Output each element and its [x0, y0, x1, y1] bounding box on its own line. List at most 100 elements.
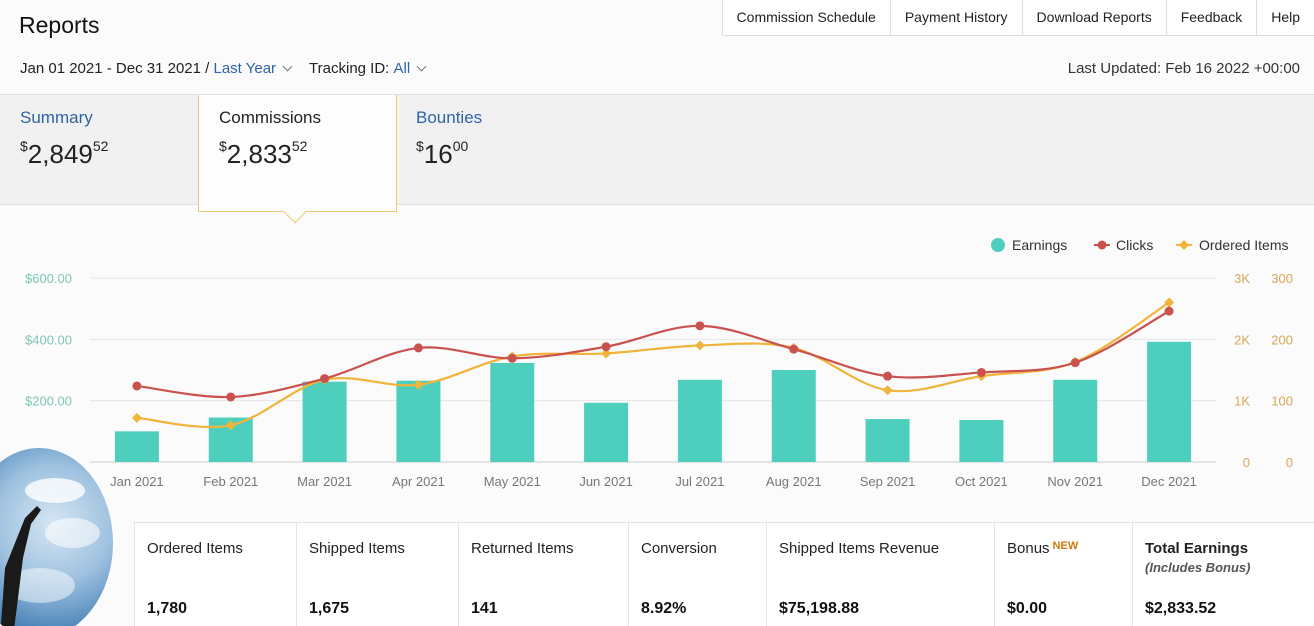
x-tick-label: Jul 2021: [675, 474, 724, 489]
page-title: Reports: [19, 12, 100, 38]
earnings-bar: [302, 381, 347, 462]
clicks-point: [1070, 358, 1080, 368]
stat-label: Ordered Items: [147, 540, 243, 557]
tab-summary[interactable]: Summary $2,84952: [0, 95, 198, 206]
stat-value: 1,675: [309, 600, 350, 617]
stat-value: 1,780: [147, 600, 188, 617]
clicks-point: [883, 371, 893, 381]
clicks-point: [789, 344, 799, 354]
x-tick-label: Mar 2021: [297, 474, 352, 489]
stat-value: 8.92%: [641, 600, 687, 617]
y-right2-tick-label: 0: [1286, 455, 1293, 470]
x-tick-label: Feb 2021: [203, 474, 258, 489]
y-right1-tick-label: 0: [1243, 455, 1250, 470]
tab-amount: $2,84952: [20, 138, 109, 169]
ordered-items-point: [882, 385, 893, 396]
legend-clicks-marker: [1097, 240, 1107, 250]
legend-earnings-marker: [991, 238, 1005, 252]
legend-earnings-label: Earnings: [1012, 237, 1067, 253]
nav-commission-schedule[interactable]: Commission Schedule: [721, 0, 890, 36]
x-tick-label: May 2021: [484, 474, 541, 489]
stat-label: Total Earnings: [1145, 540, 1249, 557]
earnings-bar: [584, 402, 629, 462]
clicks-point: [695, 321, 705, 331]
tab-label: Commissions: [219, 108, 322, 127]
stat-total-earnings: Total Earnings (Includes Bonus) $2,833.5…: [1132, 523, 1314, 626]
tab-commissions[interactable]: Commissions $2,83352: [198, 95, 397, 212]
clicks-point: [226, 392, 236, 402]
stat-conversion: Conversion 8.92%: [628, 523, 766, 626]
tab-label: Bounties: [416, 108, 483, 127]
tab-label: Summary: [20, 108, 93, 127]
stat-label: Returned Items: [471, 540, 574, 557]
y-right2-tick-label: 300: [1271, 271, 1293, 286]
date-range-text: Jan 01 2021 - Dec 31 2021 /: [20, 60, 210, 77]
clicks-point: [507, 353, 517, 363]
period-dropdown[interactable]: Last Year: [213, 60, 277, 77]
nav-feedback[interactable]: Feedback: [1165, 0, 1256, 36]
stat-bonus: Bonus NEW $0.00: [994, 523, 1132, 626]
clicks-point: [413, 343, 423, 353]
filter-row: Jan 01 2021 - Dec 31 2021 / Last Year Tr…: [20, 60, 427, 77]
y-left-tick-label: $400.00: [25, 332, 72, 347]
legend-ordered-marker: [1179, 240, 1189, 250]
summary-tabs: Summary $2,84952 Commissions $2,83352 Bo…: [0, 94, 1314, 212]
earnings-bar: [396, 380, 441, 462]
ordered-items-point: [225, 420, 236, 431]
y-left-tick-label: $200.00: [25, 394, 72, 409]
earnings-bar: [959, 419, 1004, 462]
stats-row: Ordered Items 1,780 Shipped Items 1,675 …: [134, 522, 1314, 626]
stat-sub: (Includes Bonus): [1145, 560, 1251, 575]
y-left-tick-label: $600.00: [25, 271, 72, 286]
ordered-items-point: [413, 379, 424, 390]
earnings-bar: [114, 431, 159, 462]
clicks-point: [976, 367, 986, 377]
chevron-down-icon[interactable]: [416, 61, 427, 72]
x-tick-label: Apr 2021: [392, 474, 445, 489]
earnings-bar: [490, 362, 535, 462]
legend-ordered-label: Ordered Items: [1199, 237, 1288, 253]
new-badge: NEW: [1052, 540, 1079, 552]
clicks-point: [1164, 306, 1174, 316]
stat-value: $2,833.52: [1145, 600, 1217, 617]
ordered-items-point: [1164, 297, 1175, 308]
ordered-items-point: [694, 340, 705, 351]
clicks-point: [601, 342, 611, 352]
y-right2-tick-label: 200: [1271, 332, 1293, 347]
nav-payment-history[interactable]: Payment History: [889, 0, 1022, 36]
stat-label: Bonus NEW: [1007, 540, 1079, 557]
x-tick-label: Oct 2021: [955, 474, 1008, 489]
stat-shipped-revenue: Shipped Items Revenue $75,198.88: [766, 523, 994, 626]
earnings-bar: [1147, 341, 1192, 462]
earnings-bar: [865, 419, 910, 462]
tracking-id-dropdown[interactable]: All: [393, 60, 411, 77]
ordered-items-point: [601, 348, 612, 359]
nav-help[interactable]: Help: [1256, 0, 1314, 36]
chart-svg: $600.003K300$400.002K200$200.001K100000J…: [25, 237, 1293, 489]
ordered-items-line: [136, 301, 1170, 429]
ordered-items-point: [131, 412, 142, 423]
stat-value: $75,198.88: [779, 600, 860, 617]
last-updated: Last Updated: Feb 16 2022 +00:00: [1067, 60, 1300, 77]
stat-label: Shipped Items Revenue: [779, 540, 940, 557]
chevron-down-icon[interactable]: [282, 61, 293, 72]
clicks-point: [132, 381, 142, 391]
stat-returned-items: Returned Items 141: [458, 523, 628, 626]
top-nav: Commission Schedule Payment History Down…: [721, 0, 1314, 36]
earnings-bar: [771, 370, 816, 462]
stat-value: 141: [471, 600, 498, 617]
tab-bounties[interactable]: Bounties $1600: [396, 95, 596, 206]
stat-label: Shipped Items: [309, 540, 405, 557]
stat-value: $0.00: [1007, 600, 1048, 617]
stat-ordered-items: Ordered Items 1,780: [134, 523, 296, 626]
earnings-bar: [677, 379, 722, 462]
tab-amount: $1600: [416, 138, 469, 169]
y-right2-tick-label: 100: [1271, 394, 1293, 409]
y-right1-tick-label: 2K: [1234, 332, 1250, 347]
x-tick-label: Jun 2021: [579, 474, 633, 489]
stat-shipped-items: Shipped Items 1,675: [296, 523, 458, 626]
clicks-point: [320, 374, 330, 384]
tracking-id-label: Tracking ID:: [309, 60, 390, 77]
webcam-avatar: [0, 448, 113, 626]
nav-download-reports[interactable]: Download Reports: [1021, 0, 1166, 36]
